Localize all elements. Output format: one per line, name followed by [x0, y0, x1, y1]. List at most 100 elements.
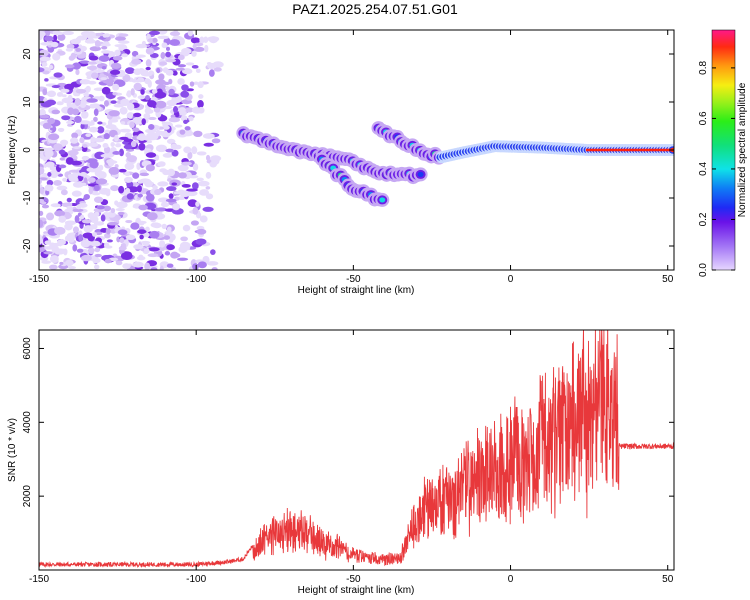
noise-blob: [85, 133, 91, 137]
noise-blob: [81, 111, 89, 119]
noise-blob: [94, 253, 102, 258]
noise-blob: [132, 261, 144, 268]
noise-blob: [148, 247, 160, 252]
noise-blob: [150, 222, 161, 228]
noise-blob: [110, 100, 117, 104]
noise-blob: [151, 89, 158, 94]
noise-blob: [163, 235, 171, 240]
noise-blob: [178, 107, 186, 113]
noise-blob: [65, 47, 73, 52]
noise-blob: [178, 54, 185, 61]
noise-blob: [205, 193, 214, 200]
noise-blob: [146, 212, 158, 221]
y-tick-label: 2000: [22, 485, 33, 508]
noise-blob: [47, 117, 56, 125]
noise-blob: [167, 168, 176, 177]
noise-blob: [159, 240, 166, 248]
noise-blob: [53, 143, 63, 151]
noise-blob: [91, 240, 101, 247]
noise-blob: [65, 259, 74, 267]
noise-blob: [165, 69, 174, 76]
spectrogram-y-axis-title: Frequency (Hz): [7, 116, 18, 185]
noise-blob: [45, 161, 55, 168]
noise-blob: [181, 183, 191, 188]
noise-blob: [51, 85, 61, 89]
noise-blob: [188, 116, 194, 122]
noise-blob: [60, 139, 69, 146]
noise-blob: [172, 70, 178, 76]
noise-blob: [93, 264, 100, 270]
noise-blob: [88, 65, 98, 71]
noise-blob: [213, 67, 222, 72]
noise-blob: [59, 157, 65, 161]
noise-blob: [70, 38, 81, 45]
noise-blob: [139, 172, 150, 177]
noise-blob: [101, 65, 107, 70]
noise-blob: [59, 261, 64, 265]
noise-blob: [70, 202, 78, 207]
noise-blob: [173, 106, 178, 114]
noise-blob: [120, 243, 127, 248]
noise-blob: [39, 187, 45, 195]
noise-blob: [76, 35, 88, 41]
noise-blob: [106, 239, 113, 243]
noise-blob: [66, 120, 75, 125]
noise-blob: [181, 84, 189, 91]
noise-blob: [130, 140, 137, 148]
noise-blob: [119, 148, 124, 157]
noise-blob: [46, 212, 55, 221]
y-tick-label: 0: [22, 147, 33, 153]
noise-blob: [179, 129, 186, 135]
noise-blob: [118, 246, 127, 251]
noise-blob: [193, 130, 203, 137]
noise-blob: [62, 30, 75, 36]
noise-blob: [105, 227, 111, 235]
colorbar-ticks: 0.0 0.2 0.4 0.6 0.8: [698, 61, 735, 277]
noise-blob: [181, 161, 192, 166]
spectrogram-y-ticks: -20 -10 0 10 20: [22, 48, 674, 253]
y-tick-label: 20: [22, 48, 33, 60]
noise-blob: [74, 215, 80, 223]
noise-blob: [80, 214, 85, 220]
noise-blob: [102, 143, 109, 149]
page-title: PAZ1.2025.254.07.51.G01: [292, 1, 458, 17]
noise-blob: [66, 43, 75, 50]
noise-blob: [49, 127, 57, 131]
y-tick-label: -20: [22, 238, 33, 253]
noise-blob: [197, 100, 204, 109]
noise-blob: [144, 78, 151, 85]
noise-blob: [120, 252, 133, 260]
x-tick-label: 0: [508, 274, 514, 285]
noise-blob: [61, 94, 67, 98]
noise-blob: [196, 228, 207, 235]
noise-blob: [157, 161, 166, 167]
noise-blob: [133, 244, 144, 250]
noise-blob: [47, 90, 57, 98]
noise-blob: [185, 62, 195, 66]
noise-blob: [143, 113, 151, 119]
noise-blob: [132, 127, 140, 133]
noise-blob: [86, 31, 96, 40]
noise-blob: [148, 133, 159, 141]
noise-blob: [107, 221, 119, 226]
noise-blob: [56, 101, 64, 106]
snr-panel: -150 -100 -50 0 50 2000 4000 6000 Height of st…: [7, 329, 675, 596]
noise-blob: [72, 146, 81, 150]
noise-blob: [93, 108, 99, 116]
noise-blob: [100, 214, 106, 222]
noise-blob: [39, 30, 46, 38]
noise-blob: [114, 200, 119, 206]
colorbar-tick-label: 0.8: [698, 61, 709, 75]
noise-blob: [172, 203, 181, 211]
snr-frame: [38, 329, 675, 571]
noise-blob: [122, 263, 131, 270]
noise-blob: [74, 98, 81, 107]
x-tick-label: 0: [508, 574, 514, 585]
noise-blob: [133, 112, 142, 118]
noise-blob: [54, 226, 66, 235]
noise-blob: [190, 220, 199, 226]
noise-blob: [135, 54, 146, 58]
noise-blob: [132, 116, 144, 125]
noise-blob: [75, 47, 82, 52]
